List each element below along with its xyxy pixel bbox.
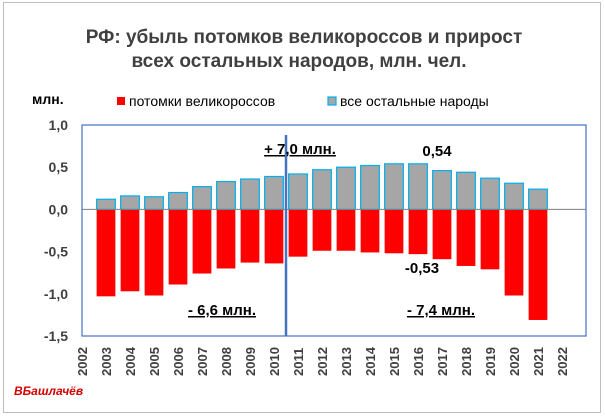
bar-red-2003: [96, 209, 116, 297]
bar-gray-2012: [312, 169, 332, 210]
legend-swatch-red: [117, 97, 125, 105]
bar-red-2014: [360, 209, 380, 253]
bar-gray-2016: [408, 163, 428, 211]
bar-red-2012: [312, 209, 332, 251]
x-tick-label: 2010: [267, 347, 282, 376]
y-tick-label: -1,5: [44, 328, 68, 344]
x-tick-label: 2009: [243, 347, 258, 376]
x-tick-label: 2004: [123, 346, 138, 376]
annotation-min-red: -0,53: [405, 260, 439, 277]
x-tick-label: 2021: [531, 347, 546, 376]
plot-area-border: [81, 124, 587, 337]
bar-red-2021: [528, 209, 548, 320]
bar-red-2009: [240, 209, 260, 263]
x-tick-label: 2017: [435, 347, 450, 376]
chart-title-line1: РФ: убыль потомков великороссов и прирос…: [86, 27, 523, 48]
author-signature: ВБашлачёв: [14, 384, 83, 398]
y-tick-label: -1,0: [44, 286, 68, 302]
bar-gray-2005: [144, 196, 164, 211]
annotation-max-gray: 0,54: [422, 143, 452, 160]
bar-gray-2008: [216, 180, 236, 211]
x-tick-label: 2016: [411, 347, 426, 376]
bar-red-2006: [168, 209, 188, 285]
bar-gray-2010: [264, 175, 284, 210]
x-tick-label: 2018: [459, 347, 474, 376]
x-tick-label: 2019: [483, 347, 498, 376]
bar-gray-2013: [336, 166, 356, 210]
x-tick-label: 2013: [339, 347, 354, 376]
bar-red-2016: [408, 209, 428, 255]
x-tick-label: 2003: [99, 347, 114, 376]
bar-chart: РФ: убыль потомков великороссов и прирос…: [14, 27, 587, 398]
annotation-plus-total: + 7,0 млн.: [264, 141, 336, 158]
y-tick-label: 0,0: [49, 201, 69, 217]
bar-gray-2019: [480, 177, 500, 210]
x-tick-label: 2012: [315, 347, 330, 376]
x-tick-label: 2020: [507, 347, 522, 376]
bar-red-2004: [120, 209, 140, 292]
legend-swatch-gray: [327, 96, 337, 106]
bar-red-2005: [144, 209, 164, 296]
bar-gray-2021: [528, 188, 548, 210]
x-tick-label: 2022: [555, 347, 570, 376]
bar-gray-2009: [240, 178, 260, 211]
bar-gray-2014: [360, 164, 380, 210]
bar-red-2017: [432, 209, 452, 260]
legend: потомки великороссов все остальные народ…: [117, 93, 489, 109]
annotation-minus-left: - 6,6 млн.: [188, 302, 256, 319]
bar-gray-2015: [384, 163, 404, 211]
bars-group: [96, 163, 548, 320]
y-axis-label: млн.: [32, 91, 64, 107]
x-axis-ticks: 2002 2003 2004 2005 2006 2007 2008 2009 2010 2011…: [75, 346, 570, 376]
x-tick-label: 2005: [147, 347, 162, 376]
bar-red-2020: [504, 209, 524, 296]
bar-gray-2004: [120, 195, 140, 210]
bar-gray-2003: [96, 198, 116, 211]
bar-red-2018: [456, 209, 476, 266]
bar-gray-2017: [432, 169, 452, 211]
legend-label-gray: все остальные народы: [340, 93, 489, 109]
bar-red-2007: [192, 209, 212, 274]
annotation-minus-right: - 7,4 млн.: [407, 302, 475, 319]
chart-title-line2: всех остальных народов, млн. чел.: [131, 51, 466, 72]
x-tick-label: 2011: [291, 348, 306, 376]
y-tick-label: 1,0: [49, 117, 69, 133]
bar-gray-2011: [288, 173, 308, 210]
bar-gray-2018: [456, 171, 476, 211]
bar-red-2015: [384, 209, 404, 254]
y-tick-label: -0,5: [44, 244, 68, 260]
y-axis-ticks: 1,0 0,5 0,0 -0,5 -1,0 -1,5: [44, 117, 68, 344]
y-tick-label: 0,5: [49, 159, 69, 175]
x-tick-label: 2007: [195, 347, 210, 376]
bar-red-2010: [264, 209, 284, 264]
bar-red-2019: [480, 209, 500, 270]
bar-gray-2007: [192, 186, 212, 210]
chart-frame: РФ: убыль потомков великороссов и прирос…: [3, 2, 601, 413]
bar-red-2013: [336, 209, 356, 251]
x-tick-label: 2015: [387, 347, 402, 376]
bar-red-2008: [216, 209, 236, 269]
bar-red-2011: [288, 209, 308, 257]
legend-label-red: потомки великороссов: [129, 93, 275, 109]
bar-gray-2006: [168, 191, 188, 211]
bar-gray-2020: [504, 182, 524, 210]
x-tick-label: 2008: [219, 347, 234, 376]
x-tick-label: 2002: [75, 347, 90, 376]
x-tick-label: 2006: [171, 347, 186, 376]
x-tick-label: 2014: [363, 346, 378, 376]
